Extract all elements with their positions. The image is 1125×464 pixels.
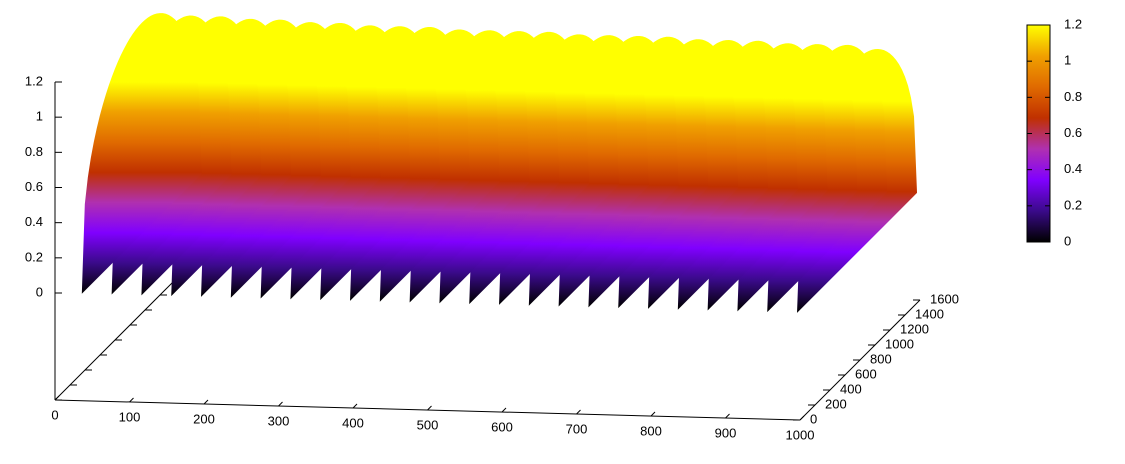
x-tick-label: 600 <box>491 419 513 434</box>
x-tick <box>129 397 134 403</box>
x-tick-label: 100 <box>119 409 141 424</box>
y-tick-label: 1400 <box>915 306 944 321</box>
x-tick <box>352 403 358 409</box>
z-tick-label: 0.4 <box>25 214 43 229</box>
z-tick-label: 0 <box>36 284 43 299</box>
x-tick <box>650 411 656 417</box>
colorbar-tick-label: 0.8 <box>1064 89 1082 104</box>
z-tick-label: 0.8 <box>25 144 43 159</box>
y-tick-label: 800 <box>870 351 892 366</box>
x-tick <box>427 405 432 411</box>
x-tick-label: 700 <box>566 421 588 436</box>
z-tick-label: 1 <box>36 109 43 124</box>
x-tick-label: 500 <box>417 417 439 432</box>
y-tick-label: 1600 <box>930 291 959 306</box>
z-tick-label: 0.6 <box>25 179 43 194</box>
x-tick <box>203 399 209 405</box>
y-tick-label: 0 <box>810 411 817 426</box>
colorbar-tick-label: 1.2 <box>1064 16 1082 31</box>
x-tick-label: 400 <box>342 415 364 430</box>
z-tick-label: 1.2 <box>25 73 43 88</box>
y-tick-label: 1000 <box>885 336 914 351</box>
x-tick <box>54 395 60 401</box>
x-tick <box>725 413 730 419</box>
colorbar-tick-label: 1 <box>1064 53 1071 68</box>
colorbar-tick-label: 0.2 <box>1064 197 1082 212</box>
y-tick-label: 200 <box>825 396 847 411</box>
colorbar-tick-label: 0.4 <box>1064 161 1082 176</box>
x-tick <box>576 409 581 415</box>
x-tick-label: 200 <box>193 411 215 426</box>
x-tick <box>278 401 283 407</box>
x-tick <box>799 415 805 421</box>
ridge <box>55 13 202 294</box>
y-tick-label: 600 <box>855 366 877 381</box>
colorbar-tick-label: 0 <box>1064 233 1071 248</box>
x-tick-label: 0 <box>51 407 58 422</box>
x-tick-label: 300 <box>268 413 290 428</box>
x-tick-label: 800 <box>640 423 662 438</box>
x-tick-label: 1000 <box>786 427 815 442</box>
colorbar-tick-label: 0.6 <box>1064 125 1082 140</box>
y-tick-label: 400 <box>840 381 862 396</box>
x-tick <box>501 407 507 413</box>
y-tick-label: 1200 <box>900 321 929 336</box>
z-tick-label: 0.2 <box>25 249 43 264</box>
x-tick-label: 900 <box>715 425 737 440</box>
